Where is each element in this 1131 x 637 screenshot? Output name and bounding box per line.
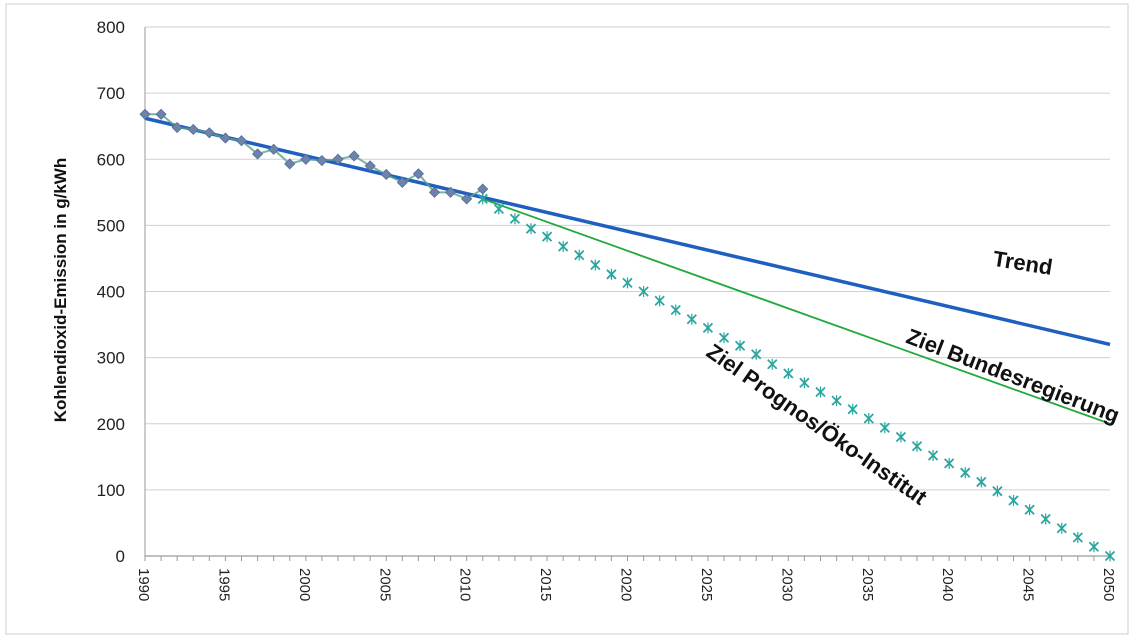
data-point [445,186,457,198]
x-tick-label: 2040 [939,568,956,601]
x-tick-label: 1995 [215,568,232,601]
data-point [751,348,762,360]
data-point [477,183,489,195]
data-point [815,386,826,398]
data-point [847,403,858,415]
y-tick-label: 600 [97,150,125,169]
chart-frame [5,3,1129,635]
data-point [734,340,746,352]
data-point [799,377,810,389]
x-tick-label: 2000 [296,568,313,601]
data-point [396,176,408,188]
y-tick-label: 500 [97,216,125,235]
data-point [284,158,296,170]
data-point [155,108,167,120]
data-point [927,449,939,461]
data-point [300,153,312,165]
data-point [428,186,441,198]
data-point [171,121,183,134]
y-axis-label: Kohlendioxid-Emission in g/kWh [51,158,70,422]
data-point [509,213,521,225]
x-tick-label: 2030 [778,568,795,601]
data-point [574,249,585,261]
data-point [477,193,488,205]
data-point [1008,494,1019,506]
data-point [316,155,328,167]
data-point [268,143,280,155]
data-point [1024,504,1035,516]
data-point [139,108,151,120]
data-point [960,467,971,479]
x-tick-label: 2050 [1100,568,1117,601]
data-point [783,367,794,379]
data-point [235,135,248,147]
data-point [525,223,537,235]
data-point [670,304,681,316]
data-point [831,395,842,407]
y-tick-label: 700 [97,84,125,103]
x-tick-label: 1990 [135,568,152,601]
x-tick-label: 2010 [457,568,474,601]
data-point [1088,541,1100,553]
x-tick-label: 2025 [698,568,715,601]
data-point [1056,522,1067,534]
data-point [686,313,697,325]
data-point [558,241,569,253]
x-tick-label: 2015 [537,568,554,601]
data-point [863,412,874,424]
data-point [590,259,601,271]
data-point [702,322,714,334]
data-point [944,457,955,469]
data-point [380,168,392,181]
data-point [606,268,617,280]
data-point [187,123,199,136]
data-point [976,476,987,488]
data-point [1104,550,1116,562]
data-point [1040,513,1051,525]
data-point [1072,531,1083,543]
data-point [348,150,360,162]
series [139,108,1116,562]
data-point [895,431,907,443]
data-point [541,231,553,243]
data-point [622,277,633,289]
x-tick-label: 2045 [1020,568,1037,601]
x-tick-label: 2035 [859,568,876,601]
y-tick-label: 0 [116,547,125,566]
data-point [203,127,215,139]
data-point [879,422,890,434]
data-point [767,358,778,370]
data-point [493,203,504,215]
data-point [992,485,1003,497]
data-point [718,332,730,344]
series-line [482,198,1111,425]
y-tick-label: 200 [97,415,125,434]
data-point [412,168,424,180]
data-point [252,148,264,160]
data-point [461,193,473,205]
y-tick-label: 400 [97,283,125,302]
x-tick-label: 2020 [618,568,635,601]
series-line [145,113,484,201]
x-tick-label: 2005 [376,568,393,601]
data-point [654,295,665,307]
data-point [364,160,376,172]
y-tick-label: 100 [97,481,125,500]
data-point [332,153,344,165]
y-tick-label: 800 [97,18,125,37]
data-point [638,286,649,297]
data-point [911,440,923,452]
y-tick-label: 300 [97,349,125,368]
data-point [219,132,231,144]
